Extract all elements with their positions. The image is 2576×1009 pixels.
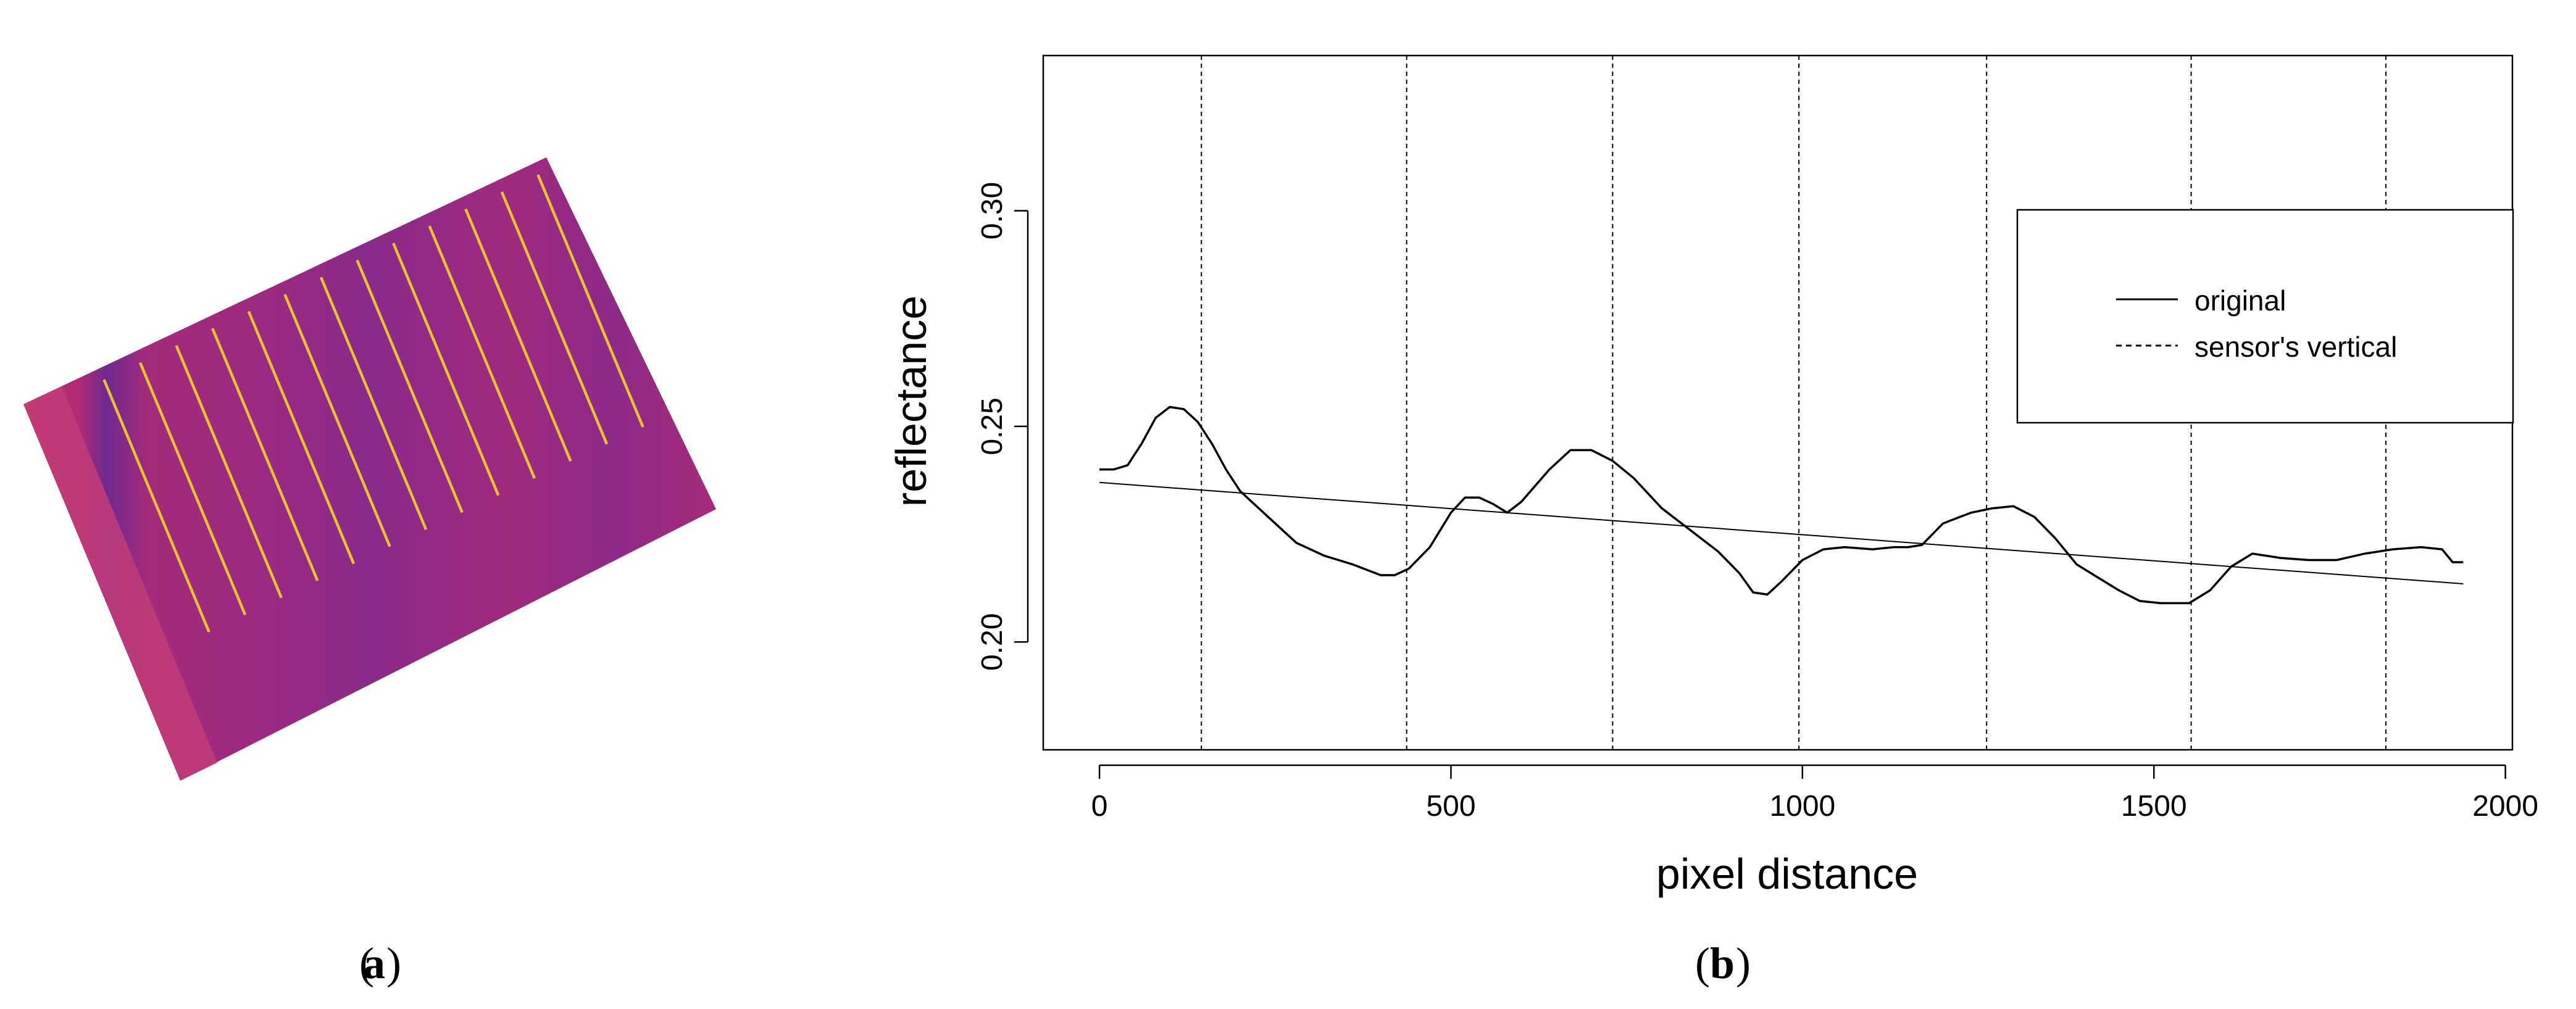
y-tick-label: 0.30 [976, 182, 1009, 239]
x-tick-label: 1000 [1769, 790, 1835, 823]
series-original-line [1099, 405, 2464, 605]
sensor-line [464, 208, 572, 462]
sensor-line [211, 328, 319, 581]
sensor-line [138, 362, 247, 616]
y-axis: 0.20 0.25 0.30 [976, 182, 1029, 671]
panel-b-caption: ( b ) [1695, 939, 1751, 988]
panel-b-chart: 0 500 1000 1500 2000 0.20 0.25 0.30 pixel dist… [887, 54, 2538, 898]
thermal-image-edge-strip [23, 386, 217, 781]
sensor-vertical-lines [102, 174, 644, 633]
legend-entry-vertical: sensor's vertical [2195, 331, 2397, 363]
x-tick-label: 2000 [2472, 790, 2538, 823]
panel-b-label: b [1710, 939, 1735, 988]
x-tick-label: 0 [1091, 790, 1108, 823]
panel-a-image [23, 157, 716, 781]
thermal-image-plate [23, 157, 716, 781]
sensor-line [500, 191, 609, 445]
sensor-line [428, 225, 536, 479]
legend-entry-original: original [2195, 284, 2286, 317]
sensor-line [319, 276, 428, 530]
sensor-line [175, 345, 283, 599]
sensor-line [247, 310, 356, 565]
sensor-line [536, 174, 644, 428]
caption-b-close: ) [1736, 939, 1751, 988]
caption-a-open: ( [359, 939, 374, 988]
panel-a-caption: ( a ) [359, 939, 401, 988]
panel-a-label: a [363, 939, 385, 988]
x-tick-label: 500 [1426, 790, 1475, 823]
caption-b-open: ( [1695, 939, 1710, 988]
y-tick-label: 0.20 [976, 613, 1009, 671]
legend-box [2016, 209, 2514, 424]
y-tick-label: 0.25 [976, 397, 1009, 455]
x-tick-label: 1500 [2121, 790, 2187, 823]
series-trend-line [1099, 481, 2464, 584]
sensor-line [392, 243, 500, 496]
sensor-line [356, 259, 464, 513]
sensor-line [102, 379, 210, 633]
series-group [1099, 405, 2464, 605]
y-axis-label: reflectance [887, 296, 935, 507]
legend: original sensor's vertical [2016, 209, 2514, 424]
caption-a-close: ) [386, 939, 401, 988]
x-axis-label: pixel distance [1656, 850, 1918, 898]
sensor-line [283, 294, 391, 547]
x-axis: 0 500 1000 1500 2000 [1091, 764, 2538, 823]
